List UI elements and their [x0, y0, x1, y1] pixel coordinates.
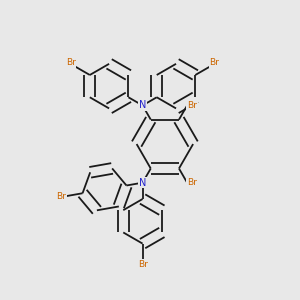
Text: N: N [139, 100, 146, 110]
Text: Br: Br [187, 178, 197, 187]
Text: Br: Br [66, 58, 76, 67]
Text: N: N [139, 178, 146, 188]
Text: Br: Br [57, 192, 67, 201]
Text: Br: Br [209, 58, 219, 67]
Text: Br: Br [138, 260, 148, 269]
Text: Br: Br [187, 101, 197, 110]
